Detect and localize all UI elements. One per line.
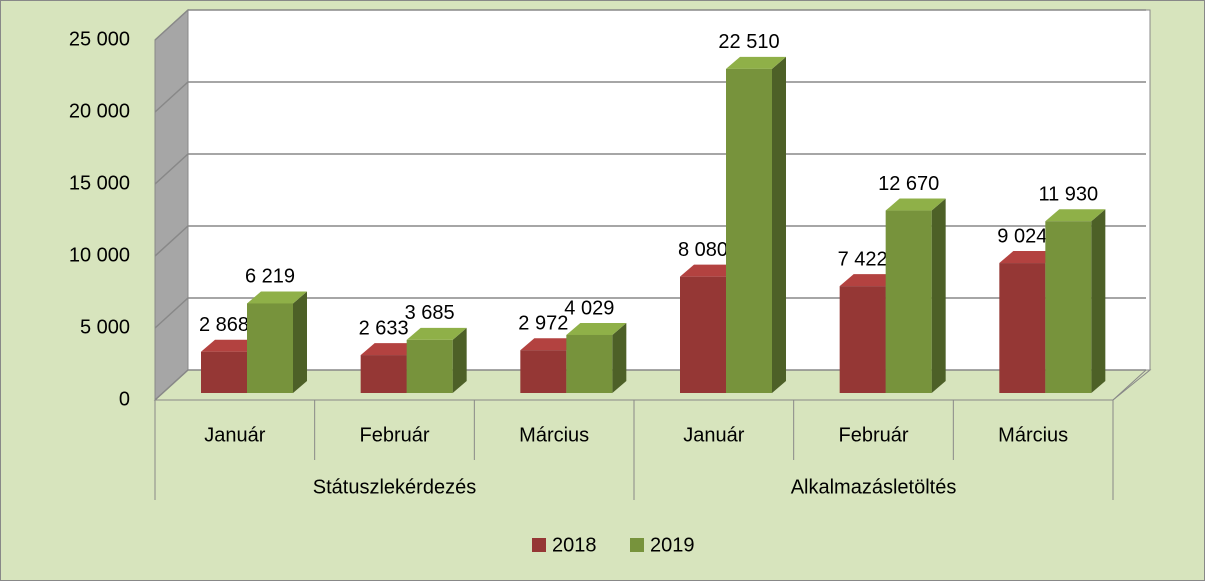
bar-top <box>726 56 786 69</box>
group-label: Alkalmazásletöltés <box>791 476 957 498</box>
y-tick-label: 10 000 <box>69 244 130 266</box>
x-tick-label: Január <box>204 424 265 446</box>
data-label: 8 080 <box>678 239 728 261</box>
data-label: 9 024 <box>997 225 1047 247</box>
bar-top <box>839 274 900 287</box>
x-tick-label: Január <box>683 424 744 446</box>
grid-line <box>154 9 1146 41</box>
bar <box>726 68 772 393</box>
x-tick-label: Február <box>359 424 429 446</box>
data-label: 2 633 <box>359 317 409 339</box>
grid-line <box>154 153 1146 185</box>
bar <box>201 351 247 393</box>
data-label: 6 219 <box>245 266 295 288</box>
legend-swatch <box>630 538 644 552</box>
bar <box>680 276 726 393</box>
side-wall <box>154 8 189 402</box>
bar-top <box>566 322 627 335</box>
bar-side <box>452 327 467 393</box>
grid-line <box>154 297 1146 329</box>
x-tick-label: Március <box>998 424 1068 446</box>
bar-top <box>885 198 946 211</box>
bar-side <box>612 322 627 393</box>
grid-line <box>154 81 1146 113</box>
bar <box>247 303 293 393</box>
data-label: 7 422 <box>838 248 888 270</box>
bar-top <box>247 291 307 304</box>
bar-top <box>680 264 740 277</box>
bar <box>1045 221 1092 393</box>
bar <box>406 339 453 393</box>
y-tick-label: 25 000 <box>69 28 130 50</box>
x-tick-label: Február <box>838 424 908 446</box>
bar <box>999 263 1046 393</box>
y-tick-label: 5 000 <box>80 316 130 338</box>
data-label: 4 029 <box>564 297 614 319</box>
grid-line <box>154 225 1146 257</box>
legend-label: 2019 <box>650 534 695 556</box>
bar-side <box>772 56 786 394</box>
legend-swatch <box>532 538 546 552</box>
bar-top <box>520 338 581 351</box>
x-tick-label: Március <box>519 424 589 446</box>
x-axis-depth <box>1112 369 1147 401</box>
grid-line <box>154 369 1146 401</box>
bar-side <box>1091 209 1106 393</box>
data-label: 3 685 <box>405 302 455 324</box>
data-label: 22 510 <box>718 31 779 53</box>
group-label: Státuszlekérdezés <box>313 476 476 498</box>
y-tick-label: 15 000 <box>69 172 130 194</box>
bar-top <box>201 339 261 352</box>
bar <box>360 355 407 393</box>
bar-side <box>293 291 307 393</box>
data-label: 2 868 <box>199 314 249 336</box>
data-label: 2 972 <box>518 312 568 334</box>
legend-label: 2018 <box>552 534 597 556</box>
y-tick-label: 20 000 <box>69 100 130 122</box>
bar <box>520 350 567 393</box>
data-label: 11 930 <box>1038 183 1098 205</box>
y-tick-label: 0 <box>119 388 130 410</box>
bar <box>885 210 932 393</box>
bar-top <box>1045 209 1106 222</box>
bar-top <box>360 343 421 356</box>
bar <box>839 286 886 393</box>
bar-top <box>999 251 1060 264</box>
bar-side <box>931 198 946 393</box>
bar-top <box>406 327 467 340</box>
bar <box>566 334 613 393</box>
data-label: 12 670 <box>878 173 939 195</box>
